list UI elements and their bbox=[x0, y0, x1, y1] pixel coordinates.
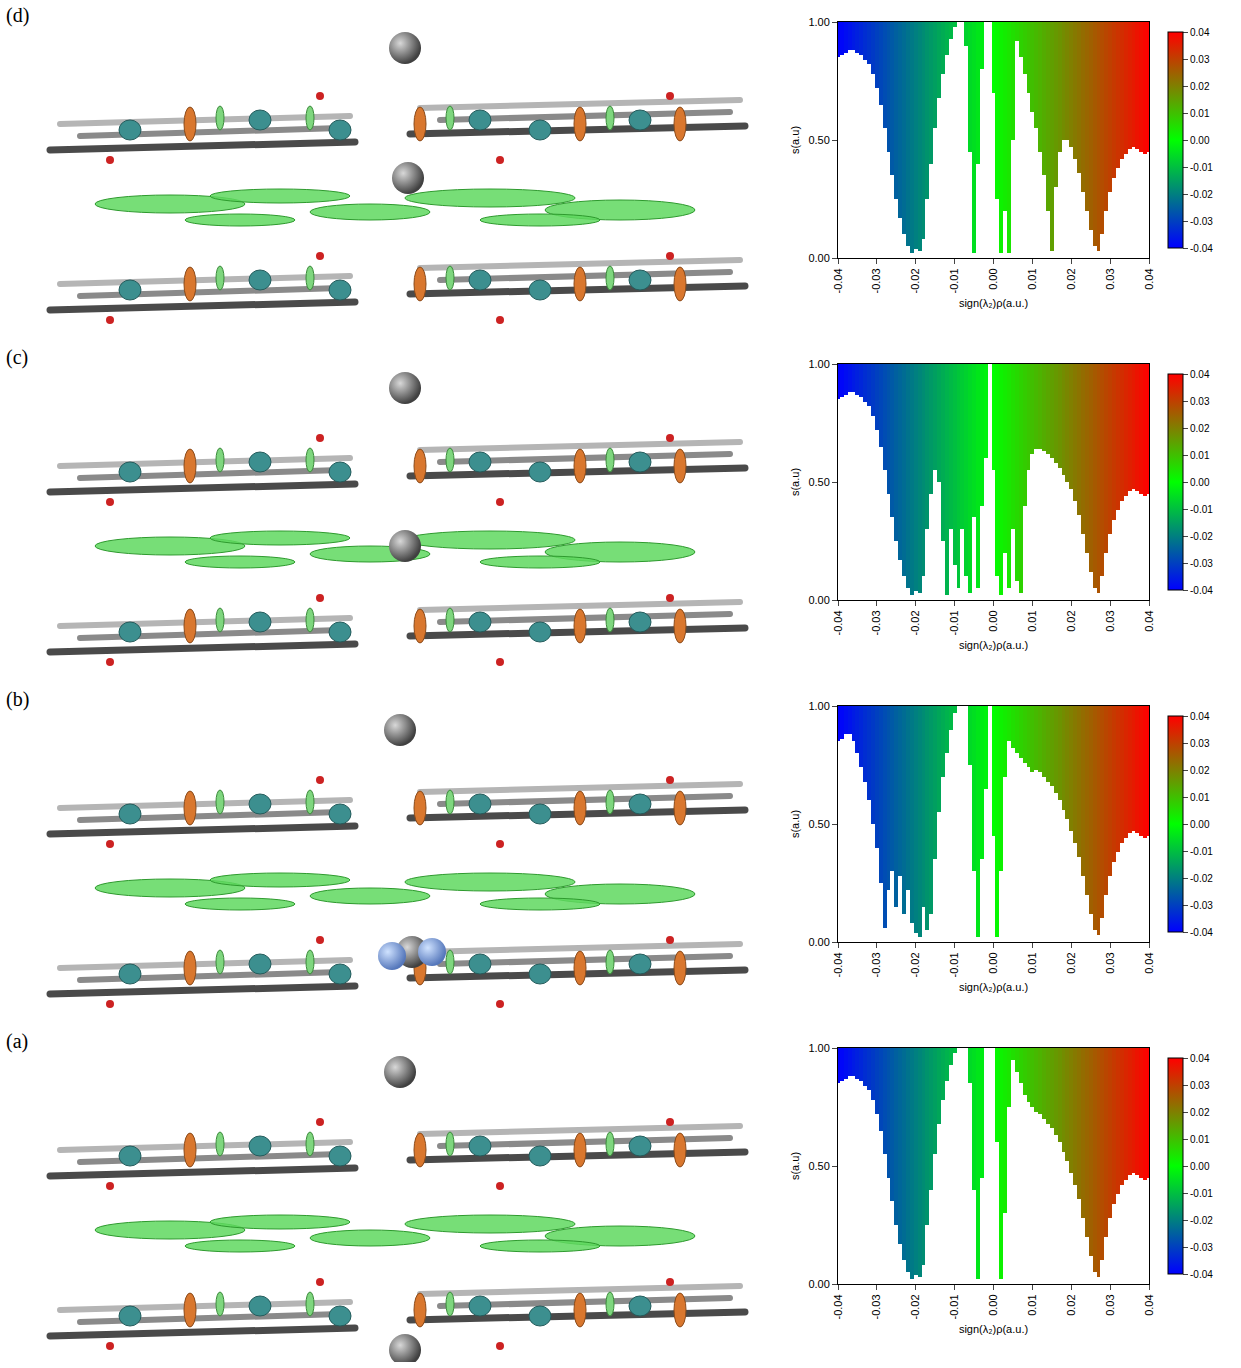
svg-text:0.03: 0.03 bbox=[1104, 952, 1116, 973]
svg-text:1.00: 1.00 bbox=[808, 1042, 829, 1054]
svg-text:-0.01: -0.01 bbox=[948, 952, 960, 977]
svg-text:-0.04: -0.04 bbox=[832, 1294, 844, 1319]
svg-text:-0.01: -0.01 bbox=[948, 268, 960, 293]
svg-text:0.01: 0.01 bbox=[1026, 268, 1038, 289]
svg-text:0.00: 0.00 bbox=[808, 1278, 829, 1290]
svg-text:0.00: 0.00 bbox=[987, 952, 999, 973]
svg-text:-0.03: -0.03 bbox=[1190, 900, 1213, 911]
svg-text:-0.01: -0.01 bbox=[948, 610, 960, 635]
svg-text:0.03: 0.03 bbox=[1104, 610, 1116, 631]
svg-text:0.02: 0.02 bbox=[1065, 952, 1077, 973]
svg-text:-0.03: -0.03 bbox=[1190, 1242, 1213, 1253]
svg-text:0.00: 0.00 bbox=[987, 268, 999, 289]
svg-text:1.00: 1.00 bbox=[808, 358, 829, 370]
svg-text:0.03: 0.03 bbox=[1104, 1294, 1116, 1315]
html-text:(d): (d) bbox=[6, 4, 30, 26]
svg-text:-0.02: -0.02 bbox=[909, 268, 921, 293]
svg-text:1.00: 1.00 bbox=[808, 16, 829, 28]
svg-text:0.02: 0.02 bbox=[1065, 1294, 1077, 1315]
svg-text:s(a.u): s(a.u) bbox=[789, 810, 801, 838]
svg-text:-0.01: -0.01 bbox=[1190, 846, 1213, 857]
svg-text:0.50: 0.50 bbox=[808, 134, 829, 146]
svg-text:0.04: 0.04 bbox=[1143, 1294, 1155, 1315]
svg-text:s(a.u): s(a.u) bbox=[789, 126, 801, 154]
svg-text:0.03: 0.03 bbox=[1190, 54, 1210, 65]
svg-text:0.02: 0.02 bbox=[1190, 1107, 1210, 1118]
svg-text:-0.02: -0.02 bbox=[909, 610, 921, 635]
svg-text:-0.03: -0.03 bbox=[870, 268, 882, 293]
svg-text:0.03: 0.03 bbox=[1190, 1080, 1210, 1091]
svg-text:-0.01: -0.01 bbox=[1190, 504, 1213, 515]
html-text:(b): (b) bbox=[6, 688, 30, 710]
svg-text:-0.04: -0.04 bbox=[832, 610, 844, 635]
svg-text:0.50: 0.50 bbox=[808, 1160, 829, 1172]
svg-text:-0.03: -0.03 bbox=[870, 952, 882, 977]
svg-text:0.03: 0.03 bbox=[1104, 268, 1116, 289]
svg-text:-0.03: -0.03 bbox=[1190, 216, 1213, 227]
svg-text:0.00: 0.00 bbox=[808, 252, 829, 264]
svg-text:s(a.u): s(a.u) bbox=[789, 468, 801, 496]
svg-text:-0.03: -0.03 bbox=[870, 1294, 882, 1319]
svg-text:-0.04: -0.04 bbox=[1190, 927, 1213, 938]
svg-text:0.00: 0.00 bbox=[1190, 135, 1210, 146]
svg-text:-0.04: -0.04 bbox=[832, 952, 844, 977]
svg-text:0.01: 0.01 bbox=[1190, 108, 1210, 119]
svg-text:0.02: 0.02 bbox=[1190, 765, 1210, 776]
svg-text:-0.01: -0.01 bbox=[1190, 162, 1213, 173]
svg-text:-0.04: -0.04 bbox=[1190, 1269, 1213, 1280]
svg-text:0.04: 0.04 bbox=[1143, 268, 1155, 289]
svg-text:-0.04: -0.04 bbox=[1190, 243, 1213, 254]
svg-text:-0.04: -0.04 bbox=[1190, 585, 1213, 596]
svg-text:0.04: 0.04 bbox=[1190, 1053, 1210, 1064]
svg-text:-0.01: -0.01 bbox=[1190, 1188, 1213, 1199]
svg-text:sign(λ₂)ρ(a.u.): sign(λ₂)ρ(a.u.) bbox=[959, 639, 1028, 651]
svg-text:0.03: 0.03 bbox=[1190, 396, 1210, 407]
svg-text:-0.02: -0.02 bbox=[909, 952, 921, 977]
svg-text:0.50: 0.50 bbox=[808, 818, 829, 830]
svg-text:0.01: 0.01 bbox=[1190, 450, 1210, 461]
svg-text:0.00: 0.00 bbox=[1190, 1161, 1210, 1172]
svg-text:0.01: 0.01 bbox=[1190, 792, 1210, 803]
svg-text:-0.03: -0.03 bbox=[870, 610, 882, 635]
svg-text:-0.01: -0.01 bbox=[948, 1294, 960, 1319]
svg-text:-0.02: -0.02 bbox=[909, 1294, 921, 1319]
svg-text:sign(λ₂)ρ(a.u.): sign(λ₂)ρ(a.u.) bbox=[959, 981, 1028, 993]
html-text:(c): (c) bbox=[6, 346, 29, 368]
svg-text:0.00: 0.00 bbox=[987, 1294, 999, 1315]
svg-text:-0.02: -0.02 bbox=[1190, 531, 1213, 542]
svg-text:-0.02: -0.02 bbox=[1190, 873, 1213, 884]
svg-text:sign(λ₂)ρ(a.u.): sign(λ₂)ρ(a.u.) bbox=[959, 297, 1028, 309]
svg-text:0.00: 0.00 bbox=[987, 610, 999, 631]
svg-text:-0.03: -0.03 bbox=[1190, 558, 1213, 569]
svg-text:0.01: 0.01 bbox=[1026, 610, 1038, 631]
svg-text:0.04: 0.04 bbox=[1143, 952, 1155, 973]
svg-text:0.01: 0.01 bbox=[1026, 1294, 1038, 1315]
svg-text:0.01: 0.01 bbox=[1026, 952, 1038, 973]
svg-text:0.02: 0.02 bbox=[1190, 423, 1210, 434]
svg-text:0.00: 0.00 bbox=[808, 936, 829, 948]
svg-text:-0.04: -0.04 bbox=[832, 268, 844, 293]
html-text:(a): (a) bbox=[6, 1030, 29, 1052]
svg-text:0.04: 0.04 bbox=[1190, 27, 1210, 38]
svg-text:0.02: 0.02 bbox=[1065, 610, 1077, 631]
svg-text:-0.02: -0.02 bbox=[1190, 189, 1213, 200]
svg-text:1.00: 1.00 bbox=[808, 700, 829, 712]
svg-text:0.01: 0.01 bbox=[1190, 1134, 1210, 1145]
svg-text:0.02: 0.02 bbox=[1190, 81, 1210, 92]
svg-text:0.04: 0.04 bbox=[1190, 711, 1210, 722]
svg-text:0.02: 0.02 bbox=[1065, 268, 1077, 289]
svg-text:-0.02: -0.02 bbox=[1190, 1215, 1213, 1226]
svg-text:sign(λ₂)ρ(a.u.): sign(λ₂)ρ(a.u.) bbox=[959, 1323, 1028, 1335]
svg-text:s(a.u): s(a.u) bbox=[789, 1152, 801, 1180]
svg-text:0.00: 0.00 bbox=[1190, 819, 1210, 830]
svg-text:0.03: 0.03 bbox=[1190, 738, 1210, 749]
svg-text:0.04: 0.04 bbox=[1190, 369, 1210, 380]
svg-text:0.04: 0.04 bbox=[1143, 610, 1155, 631]
svg-text:0.00: 0.00 bbox=[808, 594, 829, 606]
svg-text:0.00: 0.00 bbox=[1190, 477, 1210, 488]
svg-text:0.50: 0.50 bbox=[808, 476, 829, 488]
